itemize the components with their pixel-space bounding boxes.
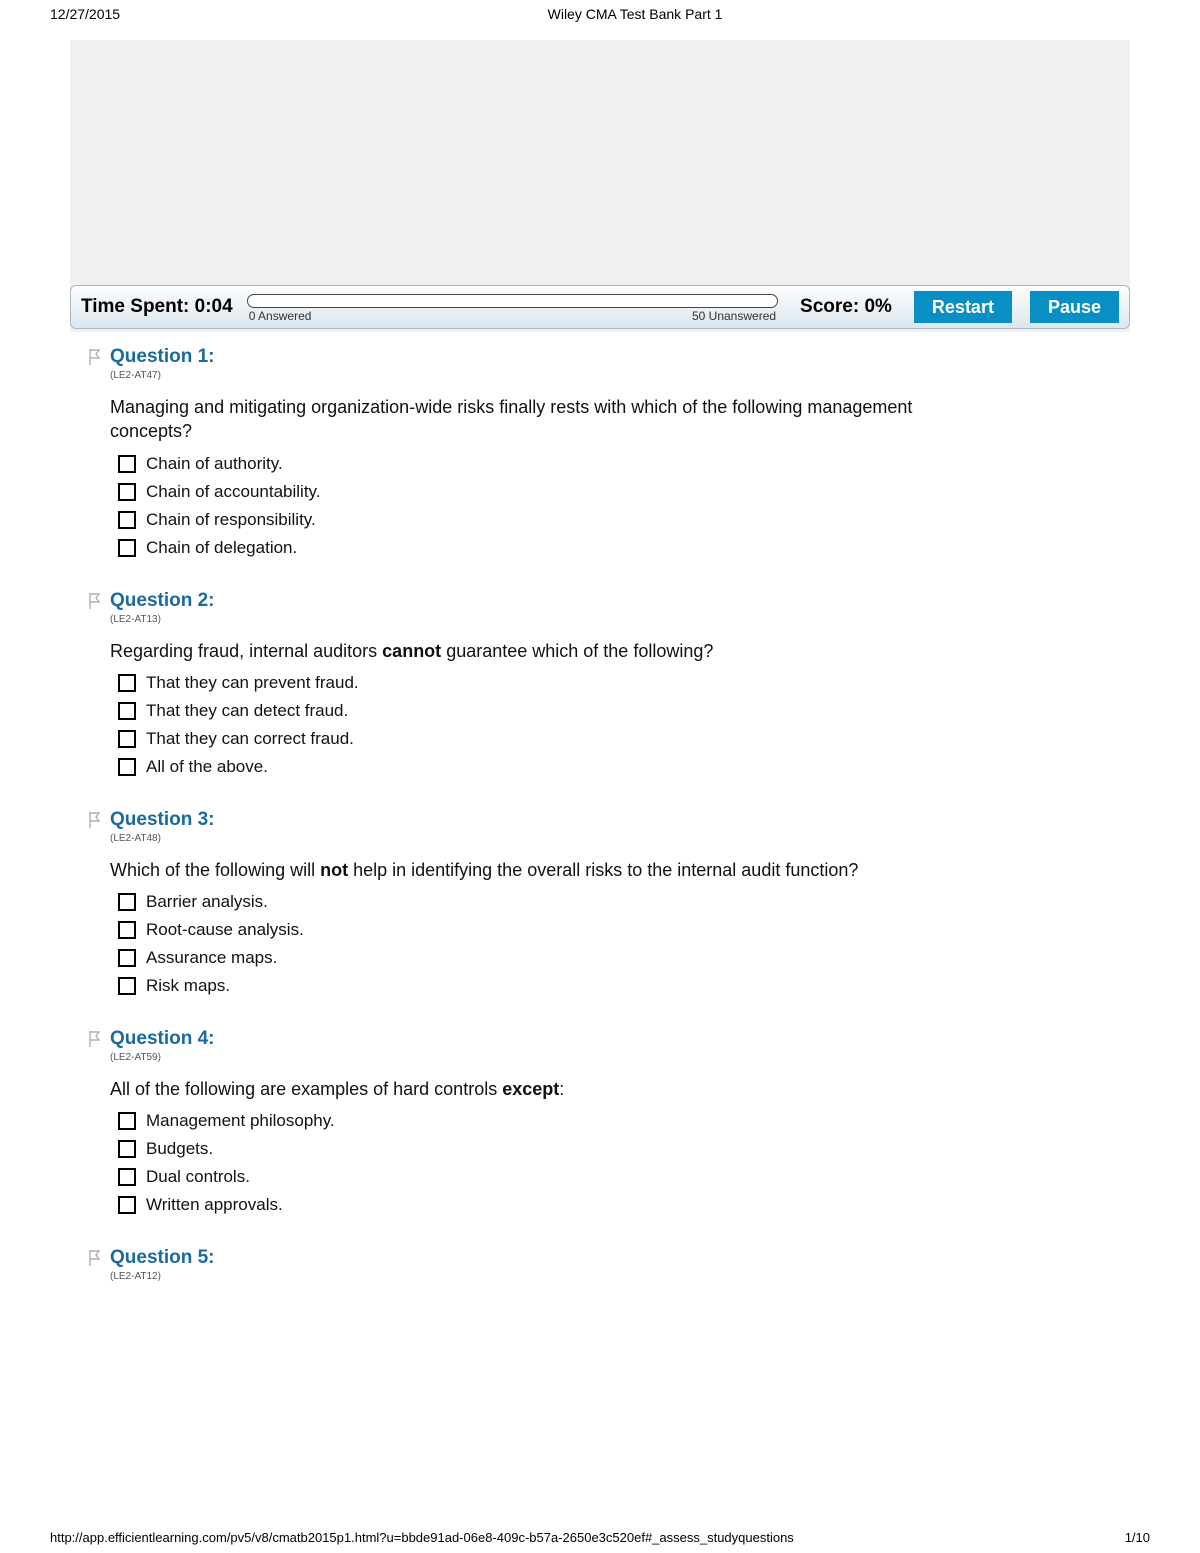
- choice-label: Management philosophy.: [146, 1111, 335, 1131]
- choice-label: Chain of responsibility.: [146, 510, 316, 530]
- answer-choice[interactable]: That they can detect fraud.: [118, 701, 1112, 721]
- choices-list: Chain of authority. Chain of accountabili…: [118, 454, 1112, 558]
- question-block: Question 1: (LE2-AT47) Managing and mitiga…: [70, 340, 1130, 584]
- toolbar: Time Spent: 0:04 0 Answered 50 Unanswere…: [70, 285, 1130, 329]
- question-title[interactable]: Question 4:: [110, 1028, 215, 1050]
- checkbox-icon[interactable]: [118, 702, 136, 720]
- flag-icon[interactable]: [88, 1250, 104, 1266]
- choices-list: That they can prevent fraud. That they ca…: [118, 673, 1112, 777]
- question-block: Question 5: (LE2-AT12): [70, 1241, 1130, 1300]
- answer-choice[interactable]: That they can prevent fraud.: [118, 673, 1112, 693]
- question-code: (LE2-AT13): [110, 614, 1112, 625]
- answer-choice[interactable]: Written approvals.: [118, 1195, 1112, 1215]
- question-title[interactable]: Question 2:: [110, 590, 215, 612]
- print-url: http://app.efficientlearning.com/pv5/v8/…: [50, 1530, 1125, 1545]
- choice-label: Written approvals.: [146, 1195, 283, 1215]
- checkbox-icon[interactable]: [118, 483, 136, 501]
- checkbox-icon[interactable]: [118, 674, 136, 692]
- question-block: Question 4: (LE2-AT59) All of the followin…: [70, 1022, 1130, 1241]
- pause-button[interactable]: Pause: [1030, 291, 1119, 323]
- question-code: (LE2-AT59): [110, 1052, 1112, 1063]
- checkbox-icon[interactable]: [118, 1112, 136, 1130]
- flag-icon[interactable]: [88, 1031, 104, 1047]
- answer-choice[interactable]: Barrier analysis.: [118, 892, 1112, 912]
- checkbox-icon[interactable]: [118, 455, 136, 473]
- answer-choice[interactable]: Management philosophy.: [118, 1111, 1112, 1131]
- answer-choice[interactable]: Chain of accountability.: [118, 482, 1112, 502]
- choice-label: Chain of authority.: [146, 454, 283, 474]
- checkbox-icon[interactable]: [118, 730, 136, 748]
- choices-list: Barrier analysis. Root-cause analysis. Ass…: [118, 892, 1112, 996]
- choice-label: Risk maps.: [146, 976, 230, 996]
- checkbox-icon[interactable]: [118, 1168, 136, 1186]
- checkbox-icon[interactable]: [118, 539, 136, 557]
- choice-label: Chain of delegation.: [146, 538, 297, 558]
- question-code: (LE2-AT48): [110, 833, 1112, 844]
- answer-choice[interactable]: Chain of delegation.: [118, 538, 1112, 558]
- choice-label: That they can prevent fraud.: [146, 673, 359, 693]
- question-title[interactable]: Question 1:: [110, 346, 215, 368]
- choice-label: That they can correct fraud.: [146, 729, 354, 749]
- question-text: All of the following are examples of har…: [110, 1077, 980, 1101]
- answer-choice[interactable]: Risk maps.: [118, 976, 1112, 996]
- app-area: Time Spent: 0:04 0 Answered 50 Unanswere…: [70, 40, 1130, 1513]
- question-title[interactable]: Question 3:: [110, 809, 215, 831]
- progress-track: [247, 294, 778, 308]
- question-code: (LE2-AT47): [110, 370, 1112, 381]
- question-block: Question 3: (LE2-AT48) Which of the follow…: [70, 803, 1130, 1022]
- choice-label: Assurance maps.: [146, 948, 277, 968]
- restart-button[interactable]: Restart: [914, 291, 1012, 323]
- print-date: 12/27/2015: [50, 6, 120, 22]
- answer-choice[interactable]: That they can correct fraud.: [118, 729, 1112, 749]
- answer-choice[interactable]: Root-cause analysis.: [118, 920, 1112, 940]
- question-block: Question 2: (LE2-AT13) Regarding fraud, in…: [70, 584, 1130, 803]
- question-title[interactable]: Question 5:: [110, 1247, 215, 1269]
- answer-choice[interactable]: Budgets.: [118, 1139, 1112, 1159]
- time-spent-label: Time Spent: 0:04: [81, 296, 233, 318]
- checkbox-icon[interactable]: [118, 1196, 136, 1214]
- unanswered-count: 50 Unanswered: [692, 309, 776, 323]
- checkbox-icon[interactable]: [118, 977, 136, 995]
- checkbox-icon[interactable]: [118, 921, 136, 939]
- flag-icon[interactable]: [88, 812, 104, 828]
- question-text: Managing and mitigating organization-wid…: [110, 395, 980, 444]
- answer-choice[interactable]: Assurance maps.: [118, 948, 1112, 968]
- choice-label: Budgets.: [146, 1139, 213, 1159]
- score-label: Score: 0%: [800, 296, 892, 318]
- checkbox-icon[interactable]: [118, 511, 136, 529]
- choice-label: Chain of accountability.: [146, 482, 321, 502]
- answer-choice[interactable]: Chain of responsibility.: [118, 510, 1112, 530]
- answer-choice[interactable]: Chain of authority.: [118, 454, 1112, 474]
- choice-label: Root-cause analysis.: [146, 920, 304, 940]
- choices-list: Management philosophy. Budgets. Dual contr…: [118, 1111, 1112, 1215]
- questions-container: Question 1: (LE2-AT47) Managing and mitiga…: [70, 332, 1130, 1513]
- choice-label: That they can detect fraud.: [146, 701, 348, 721]
- choice-label: All of the above.: [146, 757, 268, 777]
- checkbox-icon[interactable]: [118, 758, 136, 776]
- checkbox-icon[interactable]: [118, 949, 136, 967]
- question-code: (LE2-AT12): [110, 1271, 1112, 1282]
- flag-icon[interactable]: [88, 349, 104, 365]
- page-print-footer: http://app.efficientlearning.com/pv5/v8/…: [50, 1530, 1150, 1545]
- flag-icon[interactable]: [88, 593, 104, 609]
- choice-label: Dual controls.: [146, 1167, 250, 1187]
- print-page-number: 1/10: [1125, 1530, 1150, 1545]
- print-title: Wiley CMA Test Bank Part 1: [120, 6, 1150, 22]
- answered-count: 0 Answered: [249, 309, 312, 323]
- page-print-header: 12/27/2015 Wiley CMA Test Bank Part 1: [0, 0, 1200, 22]
- question-text: Which of the following will not help in …: [110, 858, 980, 882]
- choice-label: Barrier analysis.: [146, 892, 268, 912]
- checkbox-icon[interactable]: [118, 893, 136, 911]
- progress-bar: 0 Answered 50 Unanswered: [247, 292, 778, 322]
- checkbox-icon[interactable]: [118, 1140, 136, 1158]
- question-text: Regarding fraud, internal auditors canno…: [110, 639, 980, 663]
- answer-choice[interactable]: All of the above.: [118, 757, 1112, 777]
- answer-choice[interactable]: Dual controls.: [118, 1167, 1112, 1187]
